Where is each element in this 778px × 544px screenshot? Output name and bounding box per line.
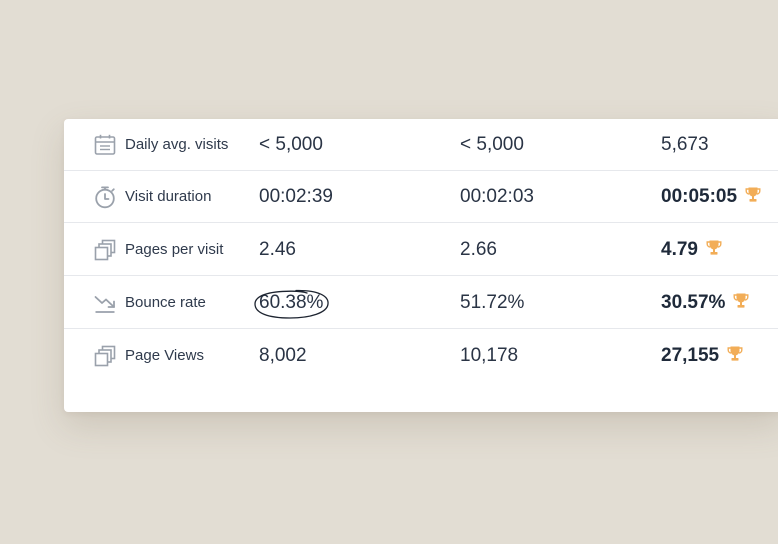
metric-value-col-3-best: 27,155 bbox=[661, 330, 743, 382]
best-value-text: 30.57% bbox=[661, 292, 726, 313]
metric-value-col-3: 5,673 bbox=[661, 134, 709, 155]
metric-value-col-1: 00:02:39 bbox=[259, 186, 333, 207]
metric-value-col-1: 2.46 bbox=[259, 239, 296, 260]
stopwatch-icon bbox=[95, 186, 115, 209]
metric-value-col-2: 00:02:03 bbox=[460, 186, 534, 207]
metric-value-col-2: 10,178 bbox=[460, 345, 519, 366]
circled-value: 60.38% bbox=[254, 277, 329, 329]
metric-row-page-views: Page Views 8,002 10,178 27,155 bbox=[64, 330, 778, 382]
trophy-icon bbox=[733, 293, 749, 308]
trend-down-icon bbox=[94, 296, 115, 313]
metric-row-daily-avg-visits: Daily avg. visits < 5,000 < 5,000 5,673 bbox=[64, 119, 778, 171]
best-value-text: 27,155 bbox=[661, 345, 720, 366]
metric-label: Bounce rate bbox=[125, 294, 206, 311]
metrics-comparison-card: Daily avg. visits < 5,000 < 5,000 5,673 … bbox=[64, 119, 778, 412]
trophy-icon bbox=[706, 240, 722, 255]
metric-label: Pages per visit bbox=[125, 241, 224, 258]
trophy-icon bbox=[727, 346, 743, 361]
metric-label: Page Views bbox=[125, 347, 204, 364]
calendar-icon bbox=[94, 134, 116, 155]
metric-row-bounce-rate: Bounce rate 60.38% 51.72% 30.57% bbox=[64, 277, 778, 329]
best-value-text: 4.79 bbox=[661, 239, 698, 260]
trophy-icon bbox=[745, 187, 761, 202]
best-value-text: 00:05:05 bbox=[661, 186, 738, 207]
metric-value-col-1: < 5,000 bbox=[259, 134, 323, 155]
metric-value-col-3-best: 4.79 bbox=[661, 224, 722, 276]
metric-label: Visit duration bbox=[125, 188, 212, 205]
metric-row-pages-per-visit: Pages per visit 2.46 2.66 4.79 bbox=[64, 224, 778, 276]
metric-row-visit-duration: Visit duration 00:02:39 00:02:03 00:05:0… bbox=[64, 171, 778, 223]
metric-label: Daily avg. visits bbox=[125, 136, 229, 153]
metric-value-col-3-best: 30.57% bbox=[661, 277, 749, 329]
metric-value-col-2: < 5,000 bbox=[460, 134, 524, 155]
metric-value-col-3-best: 00:05:05 bbox=[661, 171, 761, 223]
metric-value-col-1: 8,002 bbox=[259, 345, 307, 366]
pages-icon bbox=[94, 239, 116, 261]
hand-drawn-circle-annotation bbox=[254, 289, 329, 319]
metric-value-col-2: 51.72% bbox=[460, 292, 525, 313]
metric-value-col-2: 2.66 bbox=[460, 239, 497, 260]
circled-value-text: 60.38% bbox=[259, 292, 324, 313]
metric-value-col-1-circled: 60.38% bbox=[254, 277, 329, 329]
pages-icon bbox=[94, 345, 116, 367]
